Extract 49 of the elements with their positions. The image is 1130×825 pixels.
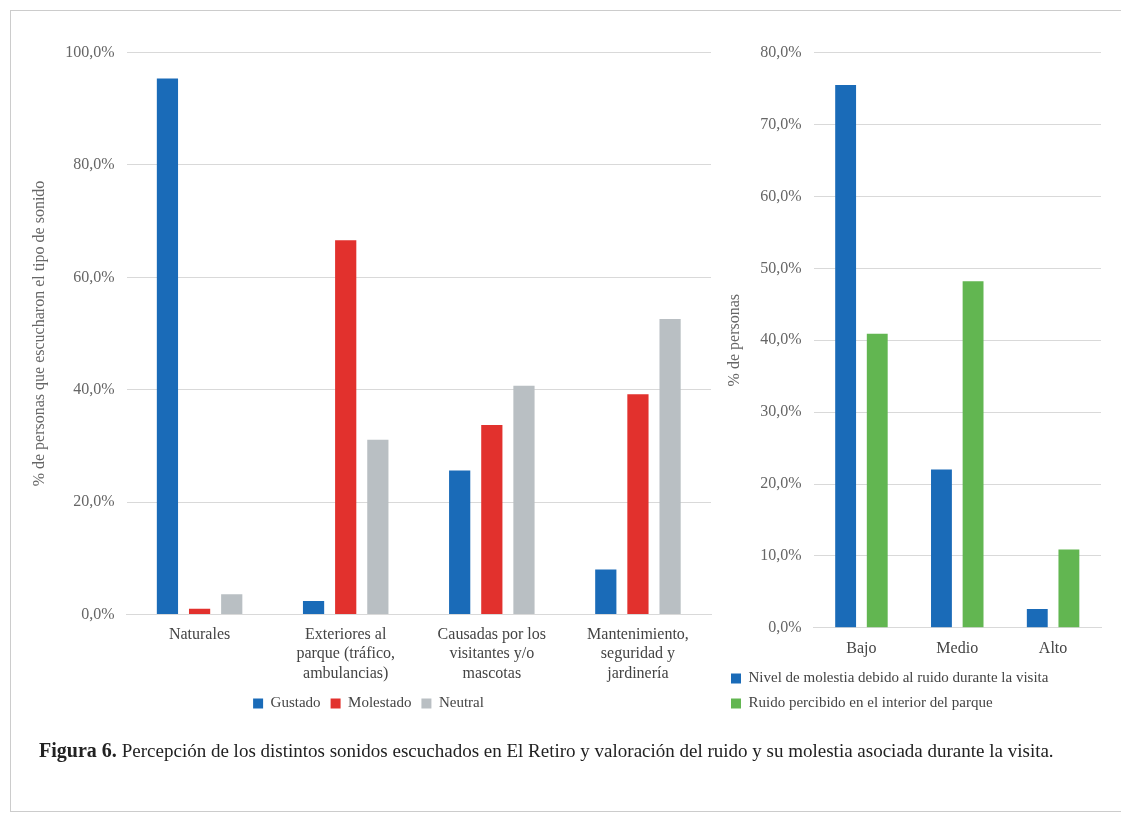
bar <box>595 569 617 614</box>
y-axis-title: % de personas <box>724 293 743 387</box>
y-tick-label: 80,0% <box>73 155 115 173</box>
bar <box>513 385 535 614</box>
y-tick-label: 70,0% <box>760 114 802 132</box>
bar <box>221 594 243 614</box>
legend-label: Ruido percibido en el interior del parque <box>748 694 993 711</box>
y-tick-label: 0,0% <box>768 618 802 635</box>
bar <box>866 333 888 628</box>
x-tick-label: Causadas por los visitantes y/o mascotas <box>437 625 547 681</box>
y-tick-label: 0,0% <box>81 604 115 622</box>
y-tick-label: 100,0% <box>65 42 115 60</box>
legend-label: Molestado <box>348 694 412 711</box>
y-tick-label: 40,0% <box>73 379 115 397</box>
legend-label: Neutral <box>438 694 484 711</box>
y-axis-title: % de personas que escucharon el tipo de sonido <box>29 180 48 487</box>
bar <box>962 281 984 628</box>
y-tick-label: 20,0% <box>760 474 802 492</box>
bar <box>627 394 649 614</box>
y-tick-label: 20,0% <box>73 492 115 510</box>
text: Figura 6. <box>39 739 118 761</box>
bar <box>659 318 681 614</box>
y-tick-label: 60,0% <box>760 186 802 204</box>
bar <box>835 84 857 628</box>
bar <box>1058 549 1080 628</box>
bar <box>335 240 357 614</box>
x-tick-label: Naturales <box>168 625 231 643</box>
y-tick-label: 40,0% <box>760 330 802 348</box>
bar <box>302 600 325 614</box>
x-tick-label: Alto <box>1038 638 1068 656</box>
bar <box>156 78 179 614</box>
bar <box>481 425 503 614</box>
y-tick-label: 10,0% <box>760 546 802 564</box>
x-tick-label: Medio <box>936 638 979 656</box>
x-tick-label: Mantenimiento, seguridad y jardinería <box>587 625 689 682</box>
bar <box>1026 609 1048 628</box>
legend-label: Gustado <box>270 694 321 711</box>
x-tick-label: Exteriores al parque (tráfico, ambulancias) <box>296 625 396 682</box>
bar <box>449 470 471 614</box>
y-tick-label: 50,0% <box>760 258 802 276</box>
y-tick-label: 60,0% <box>73 267 115 285</box>
bar <box>188 608 211 614</box>
y-tick-label: 80,0% <box>760 42 802 60</box>
legend-label: Nivel de molestia debido al ruido durante la visita <box>748 669 1049 686</box>
x-tick-label: Bajo <box>846 638 877 657</box>
bar <box>931 469 952 628</box>
text: Percepción de los distintos sonidos escuchados en El Retiro y valoración del ruido y su molestia asociada durante la visita. <box>121 740 1054 761</box>
y-tick-label: 30,0% <box>760 402 802 420</box>
bar <box>367 439 389 614</box>
